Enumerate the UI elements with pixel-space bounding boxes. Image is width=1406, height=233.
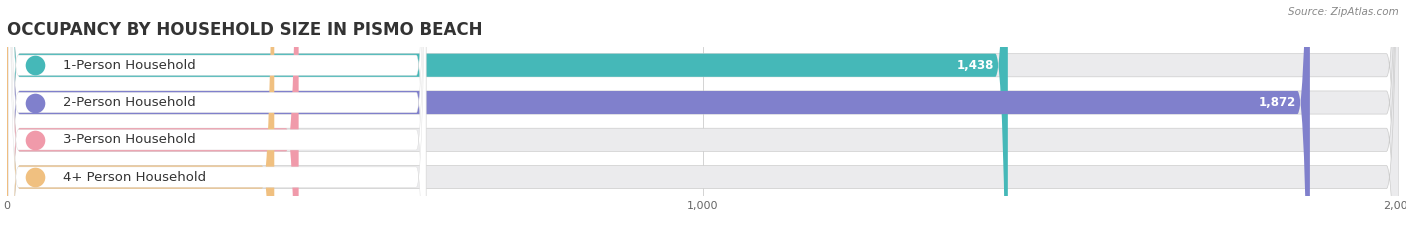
- Text: 1-Person Household: 1-Person Household: [63, 59, 195, 72]
- Point: [24, 175, 46, 179]
- FancyBboxPatch shape: [8, 0, 426, 233]
- FancyBboxPatch shape: [7, 0, 1008, 233]
- Text: 1,872: 1,872: [1258, 96, 1296, 109]
- Text: Source: ZipAtlas.com: Source: ZipAtlas.com: [1288, 7, 1399, 17]
- Text: 419: 419: [260, 133, 285, 146]
- Text: 4+ Person Household: 4+ Person Household: [63, 171, 205, 184]
- Point: [24, 138, 46, 142]
- FancyBboxPatch shape: [7, 0, 1399, 233]
- Text: 1,438: 1,438: [956, 59, 994, 72]
- FancyBboxPatch shape: [7, 0, 1310, 233]
- FancyBboxPatch shape: [8, 0, 426, 233]
- FancyBboxPatch shape: [7, 0, 1399, 233]
- Text: 2-Person Household: 2-Person Household: [63, 96, 195, 109]
- FancyBboxPatch shape: [7, 0, 1399, 233]
- FancyBboxPatch shape: [8, 0, 426, 233]
- FancyBboxPatch shape: [7, 0, 1399, 233]
- FancyBboxPatch shape: [7, 0, 274, 233]
- Point: [24, 101, 46, 104]
- Text: 384: 384: [236, 171, 260, 184]
- Text: 3-Person Household: 3-Person Household: [63, 133, 195, 146]
- FancyBboxPatch shape: [7, 0, 298, 233]
- FancyBboxPatch shape: [8, 0, 426, 233]
- Point: [24, 63, 46, 67]
- Text: OCCUPANCY BY HOUSEHOLD SIZE IN PISMO BEACH: OCCUPANCY BY HOUSEHOLD SIZE IN PISMO BEA…: [7, 21, 482, 39]
